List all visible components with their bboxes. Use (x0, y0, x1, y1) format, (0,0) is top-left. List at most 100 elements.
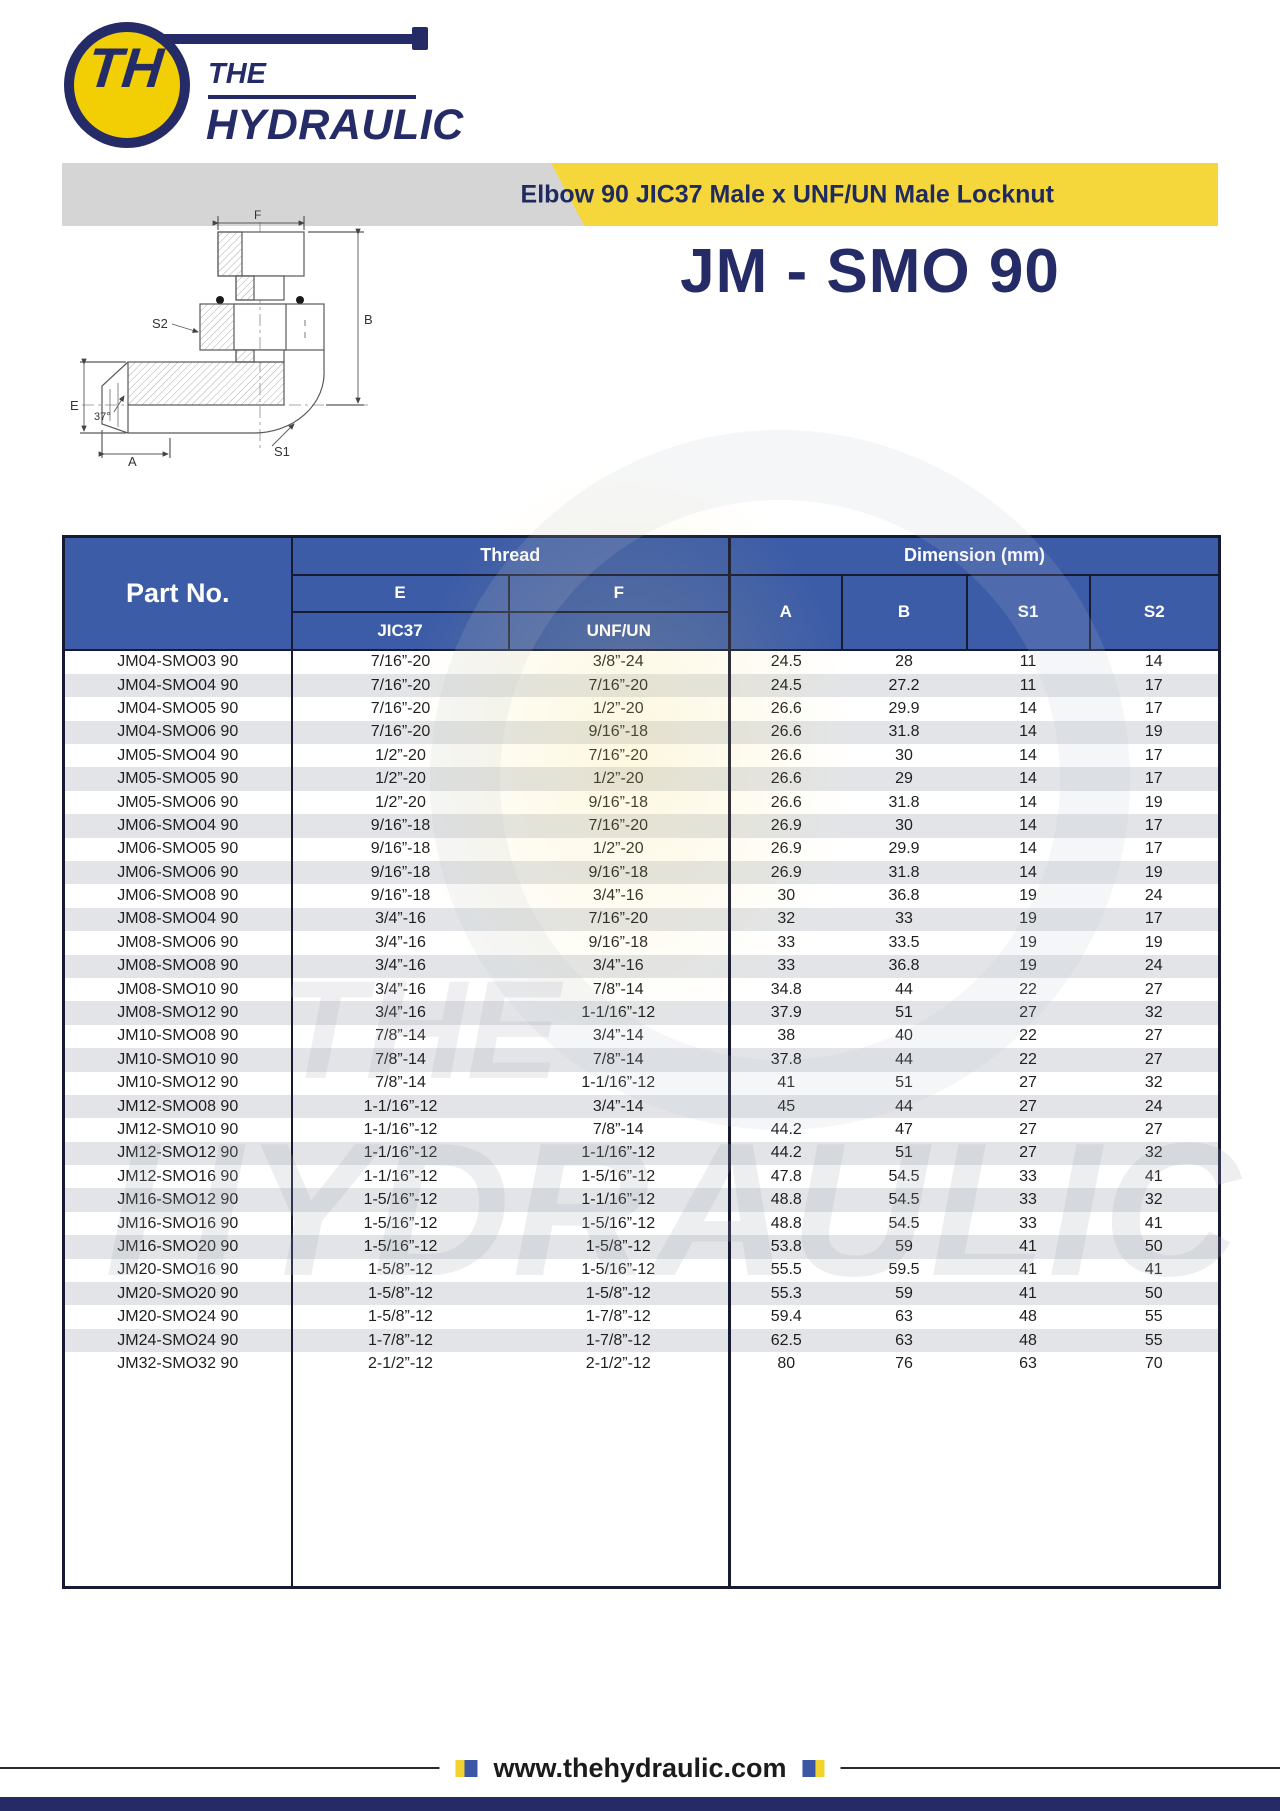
cell-dim-s1: 11 (966, 673, 1090, 698)
cell-thread-e-jic37: 1-1/16”-12 (291, 1094, 509, 1119)
footer: www.thehydraulic.com (439, 1748, 841, 1788)
header-e: E (290, 573, 510, 613)
filler-cell (967, 1376, 1090, 1588)
cell-dim-s2: 19 (1089, 861, 1220, 885)
header-s1: S1 (965, 573, 1091, 651)
cell-part-no: JM08-SMO10 90 (63, 977, 293, 1002)
dim-label-b: B (364, 312, 373, 327)
dim-label-s2: S2 (152, 316, 168, 331)
cell-part-no: JM06-SMO08 90 (63, 884, 293, 908)
cell-thread-e-jic37: 9/16”-18 (291, 861, 509, 885)
cell-thread-e-jic37: 3/4”-16 (291, 1001, 509, 1025)
wrench-head-icon (412, 27, 428, 50)
header-dimension: Dimension (mm) (728, 535, 1221, 576)
cell-dim-b: 51 (841, 1141, 967, 1166)
header-f: F (507, 573, 731, 613)
cell-dim-s2: 19 (1089, 720, 1220, 745)
filler-cell (292, 1376, 509, 1588)
table-row: JM10-SMO12 90 7/8”-14 1-1/16”-12 41 51 27 32 (63, 1071, 1220, 1095)
cell-dim-s2: 17 (1089, 907, 1220, 932)
spec-table: Part No. Thread Dimension (mm) E F A B S… (62, 535, 1222, 1589)
table-row: JM12-SMO08 90 1-1/16”-12 3/4”-14 45 44 27 24 (63, 1094, 1220, 1119)
cell-dim-a: 62.5 (729, 1328, 842, 1353)
dim-label-angle: 37° (94, 411, 111, 423)
cell-dim-b: 44 (841, 1048, 967, 1072)
cell-dim-b: 28 (895, 653, 913, 671)
cell-thread-f-unfun: 3/4”-14 (508, 1094, 732, 1119)
brand-name-line2: HYDRAULIC (206, 101, 464, 149)
table-row: JM24-SMO24 90 1-7/8”-12 1-7/8”-12 62.5 63 48 5… (63, 1328, 1220, 1353)
table-row: JM05-SMO06 90 1/2”-20 9/16”-18 26.6 31.8 14 19 (63, 790, 1220, 815)
cell-thread-e-jic37: 1-5/8”-12 (291, 1282, 509, 1306)
cell-dim-s1: 48 (1019, 1308, 1037, 1326)
cell-dim-s1: 27 (1019, 1121, 1037, 1138)
cell-part-no: JM16-SMO16 90 (63, 1211, 293, 1236)
header-b: B (840, 573, 968, 651)
cell-dim-s2: 17 (1144, 840, 1163, 858)
cell-dim-s1: 27 (966, 1001, 1090, 1025)
cell-dim-a: 33 (729, 954, 842, 978)
cell-thread-f-unfun: 3/4”-16 (508, 884, 732, 908)
cell-dim-b: 31.8 (841, 861, 967, 885)
cell-part-no: JM20-SMO24 90 (63, 1305, 293, 1329)
cell-dim-b: 27.2 (841, 673, 967, 698)
cell-part-no: JM20-SMO20 90 (63, 1282, 293, 1306)
cell-dim-s2: 17 (1089, 673, 1220, 698)
cell-dim-s1: 22 (1019, 980, 1037, 998)
cell-thread-f-unfun: 9/16”-18 (508, 861, 732, 885)
website-link[interactable]: www.thehydraulic.com (493, 1752, 787, 1783)
cell-thread-e-jic37: 7/8”-14 (375, 1027, 426, 1045)
cell-part-no: JM10-SMO12 90 (63, 1071, 293, 1095)
footer-marker-left-icon (455, 1759, 478, 1777)
cell-part-no: JM06-SMO04 90 (63, 814, 293, 838)
cell-thread-e-jic37: 1-1/16”-12 (363, 1121, 438, 1138)
cell-dim-s1: 14 (966, 861, 1090, 885)
table-row: JM05-SMO05 90 1/2”-20 1/2”-20 26.6 29 14 17 (63, 767, 1220, 791)
table-row: JM05-SMO04 90 1/2”-20 7/16”-20 26.6 30 14 17 (63, 744, 1220, 768)
cell-dim-s2: 32 (1144, 1074, 1163, 1092)
cell-part-no: JM04-SMO05 90 (63, 697, 293, 721)
cell-part-no: JM24-SMO24 90 (63, 1328, 293, 1353)
cell-thread-f-unfun: 1-5/8”-12 (508, 1282, 732, 1306)
cell-dim-s1: 22 (966, 1048, 1090, 1072)
cell-dim-s2: 50 (1089, 1282, 1220, 1306)
cell-dim-a: 44.2 (729, 1141, 842, 1166)
cell-dim-b: 40 (895, 1027, 913, 1045)
table-row: JM12-SMO16 90 1-1/16”-12 1-5/16”-12 47.8 54.… (63, 1165, 1220, 1189)
cell-dim-a: 26.9 (729, 861, 842, 885)
cell-dim-s1: 33 (966, 1188, 1090, 1212)
table-row: JM06-SMO05 90 9/16”-18 1/2”-20 26.9 29.9 14 17 (63, 837, 1220, 862)
cell-dim-s1: 19 (966, 907, 1090, 932)
cell-dim-b: 30 (895, 746, 913, 764)
header-part-no: Part No. (62, 535, 293, 651)
cell-thread-f-unfun: 7/16”-20 (508, 673, 732, 698)
cell-thread-e-jic37: 3/4”-16 (291, 954, 509, 978)
cell-thread-e-jic37: 9/16”-18 (291, 814, 509, 838)
cell-thread-f-unfun: 1/2”-20 (508, 767, 732, 791)
table-row: JM08-SMO12 90 3/4”-16 1-1/16”-12 37.9 51 27 32 (63, 1001, 1220, 1025)
cell-part-no: JM20-SMO16 90 (63, 1258, 293, 1283)
cell-thread-e-jic37: 1-5/16”-12 (291, 1235, 509, 1259)
cell-dim-s2: 32 (1089, 1001, 1220, 1025)
cell-dim-b: 33.5 (888, 933, 920, 951)
table-row: JM16-SMO20 90 1-5/16”-12 1-5/8”-12 53.8 59 41… (63, 1235, 1220, 1259)
cell-dim-a: 38 (777, 1027, 796, 1045)
cell-dim-s1: 19 (1019, 887, 1037, 905)
cell-thread-f-unfun: 1-5/8”-12 (508, 1235, 732, 1259)
cell-part-no: JM12-SMO16 90 (63, 1165, 293, 1189)
cell-thread-e-jic37: 7/16”-20 (291, 720, 509, 745)
cell-dim-a: 55.3 (729, 1282, 842, 1306)
cell-part-no: JM12-SMO08 90 (63, 1094, 293, 1119)
cell-dim-b: 33 (841, 907, 967, 932)
cell-dim-s1: 11 (1019, 653, 1037, 671)
table-row: JM16-SMO12 90 1-5/16”-12 1-1/16”-12 48.8 54.… (63, 1188, 1220, 1212)
cell-thread-f-unfun: 2-1/2”-12 (508, 1352, 732, 1376)
cell-thread-f-unfun: 9/16”-18 (508, 790, 732, 815)
table-row: JM08-SMO08 90 3/4”-16 3/4”-16 33 36.8 19 24 (63, 954, 1220, 978)
cell-dim-s1: 48 (966, 1328, 1090, 1353)
cell-part-no: JM08-SMO12 90 (63, 1001, 293, 1025)
cell-dim-b: 59.5 (888, 1261, 920, 1279)
bottom-navy-bar (0, 1797, 1280, 1811)
cell-thread-f-unfun: 9/16”-18 (508, 720, 732, 745)
